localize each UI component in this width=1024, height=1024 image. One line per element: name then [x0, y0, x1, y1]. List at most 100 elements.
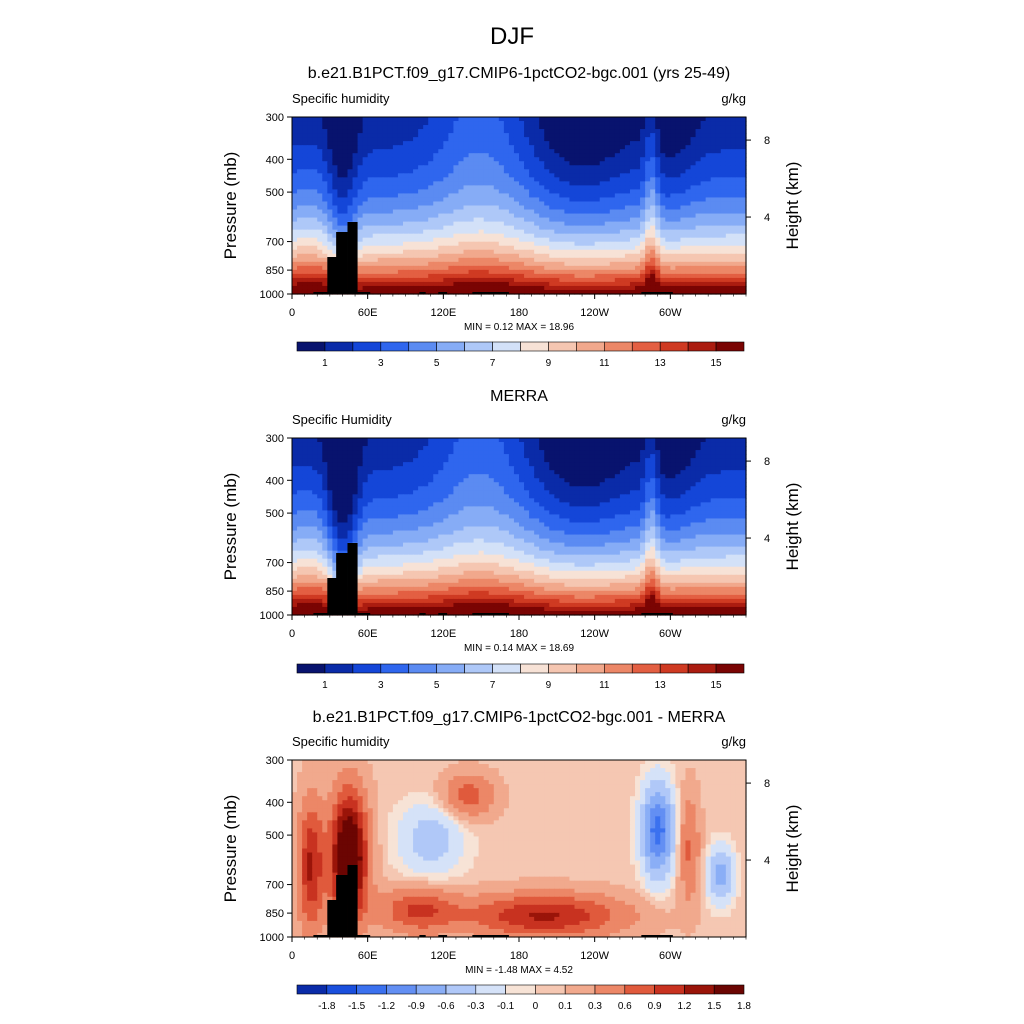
- heatmap-cell: [362, 438, 369, 443]
- heatmap-cell: [352, 149, 359, 154]
- heatmap-cell: [302, 277, 308, 283]
- heatmap-cell: [292, 438, 298, 443]
- heatmap-cell: [297, 221, 303, 227]
- heatmap-cell: [524, 149, 530, 154]
- heatmap-cell: [604, 189, 611, 195]
- heatmap-cell: [402, 149, 409, 154]
- heatmap-cell: [660, 201, 666, 207]
- heatmap-cell: [503, 145, 510, 150]
- heatmap-cell: [322, 213, 328, 219]
- heatmap-cell: [544, 213, 550, 219]
- heatmap-cell: [680, 273, 687, 279]
- heatmap-cell: [292, 285, 298, 291]
- heatmap-cell: [322, 285, 328, 291]
- heatmap-cell: [559, 261, 565, 267]
- heatmap-cell: [322, 169, 328, 174]
- heatmap-cell: [357, 474, 364, 479]
- heatmap-cell: [735, 157, 742, 162]
- heatmap-cell: [332, 137, 338, 142]
- heatmap-cell: [503, 281, 510, 287]
- heatmap-cell: [372, 474, 379, 479]
- heatmap-cell: [297, 261, 303, 267]
- heatmap-cell: [680, 446, 687, 451]
- heatmap-cell: [307, 257, 313, 263]
- heatmap-cell: [307, 221, 313, 227]
- heatmap-cell: [508, 249, 515, 255]
- heatmap-cell: [574, 169, 581, 174]
- heatmap-cell: [660, 185, 666, 191]
- heatmap-cell: [594, 221, 601, 227]
- heatmap-cell: [342, 225, 349, 231]
- heatmap-cell: [302, 229, 308, 235]
- heatmap-cell: [599, 289, 606, 295]
- heatmap-cell: [408, 117, 414, 122]
- heatmap-cell: [367, 145, 374, 150]
- heatmap-cell: [629, 153, 636, 158]
- heatmap-cell: [730, 458, 737, 463]
- heatmap-cell: [599, 133, 606, 138]
- heatmap-cell: [513, 289, 520, 295]
- heatmap-cell: [488, 137, 495, 142]
- heatmap-cell: [413, 237, 419, 243]
- heatmap-cell: [735, 177, 742, 182]
- colorbar-swatch: [492, 341, 521, 352]
- heatmap-cell: [584, 285, 591, 291]
- heatmap-cell: [720, 462, 727, 467]
- heatmap-cell: [655, 217, 661, 223]
- heatmap-cell: [312, 478, 318, 483]
- heatmap-cell: [554, 442, 560, 447]
- heatmap-cell: [695, 442, 702, 447]
- heatmap-cell: [725, 281, 732, 287]
- heatmap-cell: [397, 257, 404, 263]
- heatmap-cell: [352, 137, 359, 142]
- heatmap-cell: [382, 478, 389, 483]
- heatmap-cell: [332, 241, 338, 247]
- heatmap-cell: [387, 225, 394, 231]
- heatmap-cell: [367, 121, 374, 126]
- heatmap-cell: [453, 285, 460, 291]
- heatmap-cell: [367, 197, 374, 203]
- heatmap-cell: [700, 229, 707, 235]
- heatmap-cell: [453, 446, 460, 451]
- heatmap-cell: [574, 161, 581, 166]
- heatmap-cell: [725, 221, 732, 227]
- heatmap-cell: [524, 197, 530, 203]
- heatmap-cell: [362, 137, 369, 142]
- heatmap-cell: [725, 185, 732, 191]
- heatmap-cell: [493, 454, 500, 459]
- heatmap-cell: [519, 257, 525, 263]
- heatmap-cell: [402, 157, 409, 162]
- heatmap-cell: [569, 173, 576, 178]
- heatmap-cell: [332, 129, 338, 134]
- heatmap-cell: [493, 181, 500, 186]
- heatmap-cell: [387, 185, 394, 191]
- heatmap-cell: [372, 265, 379, 271]
- heatmap-cell: [478, 201, 485, 207]
- heatmap-cell: [650, 273, 656, 279]
- heatmap-cell: [599, 277, 606, 283]
- heatmap-cell: [382, 281, 389, 287]
- heatmap-cell: [655, 253, 661, 259]
- heatmap-cell: [519, 438, 525, 443]
- heatmap-cell: [559, 466, 565, 471]
- heatmap-cell: [629, 201, 636, 207]
- heatmap-cell: [337, 181, 344, 186]
- heatmap-cell: [730, 281, 737, 287]
- heatmap-cell: [529, 165, 535, 170]
- heatmap-cell: [433, 261, 439, 267]
- heatmap-cell: [513, 237, 520, 243]
- heatmap-cell: [428, 121, 434, 126]
- heatmap-cell: [614, 161, 621, 166]
- heatmap-cell: [700, 177, 707, 182]
- heatmap-cell: [392, 438, 399, 443]
- heatmap-cell: [418, 201, 424, 207]
- colorbar: 1 3 5 7 9 11 13 15: [296, 341, 745, 369]
- heatmap-cell: [735, 269, 742, 275]
- heatmap-cell: [624, 458, 631, 463]
- heatmap-cell: [513, 169, 520, 174]
- heatmap-cell: [443, 233, 449, 239]
- heatmap-cell: [619, 281, 626, 287]
- heatmap-cell: [675, 133, 682, 138]
- heatmap-cell: [670, 217, 676, 223]
- heatmap-cell: [387, 217, 394, 223]
